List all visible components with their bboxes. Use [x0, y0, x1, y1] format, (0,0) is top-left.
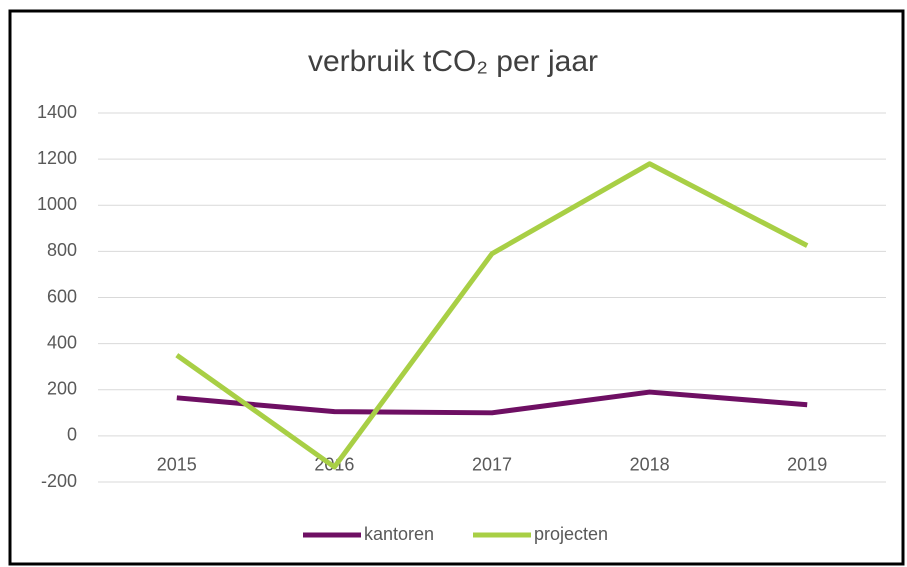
- y-tick-label: 1000: [37, 194, 77, 214]
- x-tick-label: 2017: [472, 455, 512, 475]
- series-line: [176, 389, 808, 416]
- y-tick-label: 400: [47, 332, 77, 352]
- legend-label: projecten: [534, 524, 608, 544]
- y-tick-label: 1200: [37, 148, 77, 168]
- chart-border: [8, 9, 905, 566]
- y-tick-label: -200: [41, 471, 77, 491]
- x-tick-label: 2018: [630, 455, 670, 475]
- y-tick-label: 0: [67, 425, 77, 445]
- chart-title: verbruik tCO₂ per jaar: [308, 45, 598, 78]
- legend-label: kantoren: [364, 524, 434, 544]
- y-tick-label: 600: [47, 286, 77, 306]
- x-tick-label: 2019: [787, 455, 827, 475]
- series-line: [175, 161, 809, 470]
- y-tick-label: 200: [47, 379, 77, 399]
- y-tick-label: 800: [47, 240, 77, 260]
- y-tick-label: 1400: [37, 102, 77, 122]
- x-tick-label: 2015: [157, 455, 197, 475]
